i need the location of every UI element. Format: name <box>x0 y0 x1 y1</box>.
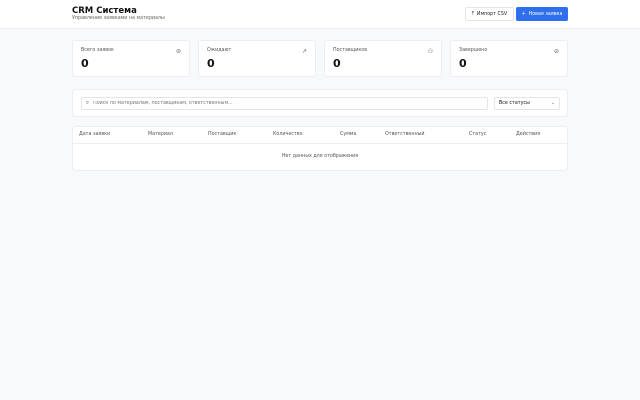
plus-icon: + <box>521 11 526 17</box>
stat-card-pending: Ожидают 0 ↗ <box>198 40 316 77</box>
stat-value: 0 <box>333 57 341 70</box>
users-icon: ⚇ <box>427 48 433 55</box>
column-header[interactable]: Статус <box>469 132 487 137</box>
search-box[interactable]: ⌕ <box>81 97 488 110</box>
column-header[interactable]: Действия <box>516 132 541 137</box>
new-label: Новая заявка <box>528 11 563 17</box>
stat-value: 0 <box>459 57 467 70</box>
page-subtitle: Управление заявками на материалы <box>72 16 165 21</box>
status-select-value: Все статусы <box>499 101 530 106</box>
chevron-down-icon: ⌄ <box>550 101 555 106</box>
page-title: CRM Система <box>72 6 137 16</box>
stat-value: 0 <box>207 57 215 70</box>
column-header[interactable]: Поставщик <box>208 132 237 137</box>
stat-value: 0 <box>81 57 89 70</box>
empty-state: Нет данных для отображения <box>281 154 359 159</box>
column-header[interactable]: Материал <box>148 132 173 137</box>
search-input[interactable] <box>93 101 474 106</box>
status-select[interactable]: Все статусы ⌄ <box>494 97 560 110</box>
stat-label: Ожидают <box>207 48 232 53</box>
new-request-button[interactable]: + Новая заявка <box>516 7 568 21</box>
column-header[interactable]: Дата заявки <box>79 132 111 137</box>
package-icon: ⊜ <box>175 48 181 55</box>
requests-table: Дата заявки Материал Поставщик Количеств… <box>72 126 568 171</box>
import-label: Импорт CSV <box>476 11 508 17</box>
stat-label: Завершено <box>459 48 488 53</box>
trending-up-icon: ↗ <box>301 48 307 55</box>
upload-icon: ⤒ <box>471 12 474 17</box>
search-icon: ⌕ <box>86 100 90 106</box>
check-circle-icon: ⊘ <box>553 48 559 55</box>
stat-card-completed: Завершено 0 ⊘ <box>450 40 568 77</box>
stat-card-suppliers: Поставщиков 0 ⚇ <box>324 40 442 77</box>
stat-label: Всего заявок <box>81 48 114 53</box>
stat-card-total: Всего заявок 0 ⊜ <box>72 40 190 77</box>
column-header[interactable]: Ответственный <box>385 132 425 137</box>
filter-panel: ⌕ Все статусы ⌄ <box>72 89 568 117</box>
import-csv-button[interactable]: ⤒ Импорт CSV <box>465 7 514 21</box>
stat-label: Поставщиков <box>333 48 368 53</box>
column-header[interactable]: Сумма <box>340 132 357 137</box>
column-header[interactable]: Количество <box>273 132 303 137</box>
table-header: Дата заявки Материал Поставщик Количеств… <box>73 127 567 144</box>
app-header: CRM Система Управление заявками на матер… <box>0 0 640 29</box>
